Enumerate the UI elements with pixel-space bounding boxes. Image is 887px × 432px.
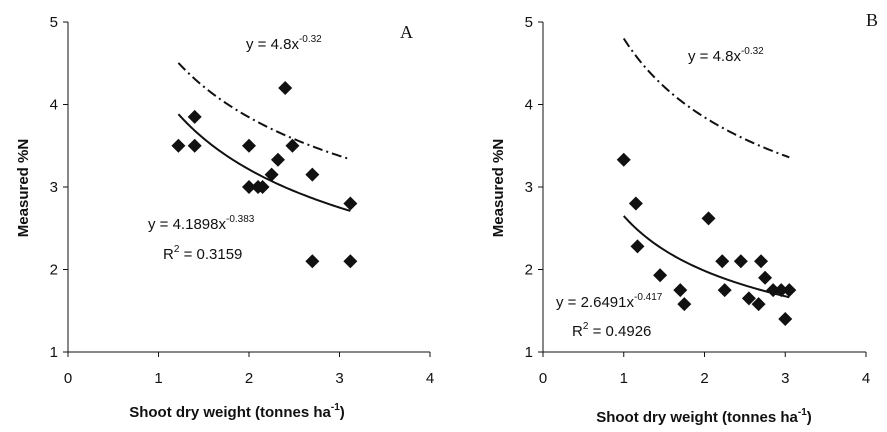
panel-a-data-point [305, 254, 320, 269]
panel-a-y-tick-label: 1 [50, 344, 58, 361]
panel-b-data-point [717, 283, 732, 298]
panel-b-y-label: Measured %N [490, 139, 507, 237]
panel-b-r2: R2 = 0.4926 [572, 321, 651, 340]
panel-a-fit-equation: y = 4.1898x-0.383 [148, 214, 255, 233]
panel-b-data-point [677, 297, 692, 312]
panel-a-y-ticks: 1 2 3 4 5 [50, 14, 68, 361]
panel-a-y-tick-label: 5 [50, 14, 58, 31]
panel-b-label: B [866, 10, 878, 30]
panel-b-y-tick-label: 3 [525, 179, 533, 196]
panel-a-data-point [187, 109, 202, 124]
panel-b-data-point [616, 152, 631, 167]
panel-a-data-point [171, 138, 186, 153]
panel-b-data-point [774, 283, 789, 298]
panel-b-x-tick-label: 1 [620, 370, 628, 387]
panel-b-data-point [751, 297, 766, 312]
panel-b-x-label: Shoot dry weight (tonnes ha-1) [596, 407, 812, 426]
panel-a-y-tick-label: 3 [50, 179, 58, 196]
panel-b-data-point [754, 254, 769, 269]
panel-a-data-point [343, 254, 358, 269]
panel-b-data-point [741, 291, 756, 306]
panel-b-y-tick-label: 2 [525, 262, 533, 279]
panel-a-reference-equation: y = 4.8x-0.32 [246, 34, 322, 53]
panel-b-x-tick-label: 4 [862, 370, 870, 387]
panel-a-data-point [264, 167, 279, 182]
panel-b-points [616, 152, 797, 326]
panel-b-y-ticks: 1 2 3 4 5 [525, 14, 543, 361]
panel-b-y-tick-label: 1 [525, 344, 533, 361]
panel-b-fit-equation: y = 2.6491x-0.417 [556, 292, 663, 311]
panel-b-data-point [630, 239, 645, 254]
panel-a-x-tick-label: 4 [426, 370, 434, 387]
panel-a-x-label: Shoot dry weight (tonnes ha-1) [129, 402, 345, 421]
panel-b-reference-equation: y = 4.8x-0.32 [688, 46, 764, 65]
panel-b-data-point [673, 283, 688, 298]
panel-b-x-tick-label: 0 [539, 370, 547, 387]
panel-b-y-tick-label: 5 [525, 14, 533, 31]
panel-a-data-point [278, 81, 293, 95]
panel-b-data-point [782, 283, 797, 298]
panel-a-fit-curve [177, 113, 351, 212]
panel-a-y-tick-label: 2 [50, 262, 58, 279]
panel-b-data-point [715, 254, 730, 269]
panel-a-reference-curve [177, 62, 351, 161]
panel-a-data-point [343, 196, 358, 211]
panel-a-data-point [242, 138, 256, 153]
panel-b-data-point [628, 196, 643, 211]
panel-b-reference-curve [622, 37, 790, 159]
panel-a-data-point [242, 180, 256, 194]
panel-a-data-point [305, 167, 320, 182]
panel-b-fit-curve [623, 215, 790, 299]
panel-a-data-point [285, 138, 300, 153]
panel-b-x-tick-label: 3 [781, 370, 789, 387]
panel-a-points [171, 81, 358, 269]
panel-a-data-point [255, 180, 270, 194]
panel-a-x-tick-label: 3 [335, 370, 343, 387]
panel-a-y-label: Measured %N [15, 139, 32, 237]
panel-a-x-tick-label: 2 [245, 370, 253, 387]
panel-a-data-point [187, 138, 202, 153]
panel-a-x-ticks: 0 1 2 3 4 [64, 352, 434, 387]
panel-a-x-tick-label: 0 [64, 370, 72, 387]
panel-b-data-point [653, 268, 668, 283]
panel-a-y-tick-label: 4 [50, 97, 58, 114]
panel-a-label: A [400, 22, 413, 42]
panel-b-y-tick-label: 4 [525, 97, 533, 114]
panel-b-data-point [766, 283, 781, 298]
panel-a-x-tick-label: 1 [154, 370, 162, 387]
panel-b-data-point [701, 211, 716, 226]
panel-b-x-tick-label: 2 [700, 370, 708, 387]
panel-b-x-ticks: 0 1 2 3 4 [539, 352, 870, 387]
panel-a-data-point [270, 152, 285, 167]
panel-b-data-point [733, 254, 748, 269]
panel-b-data-point [778, 312, 793, 326]
panel-a-r2: R2 = 0.3159 [163, 244, 242, 263]
panel-b-data-point [758, 270, 773, 285]
